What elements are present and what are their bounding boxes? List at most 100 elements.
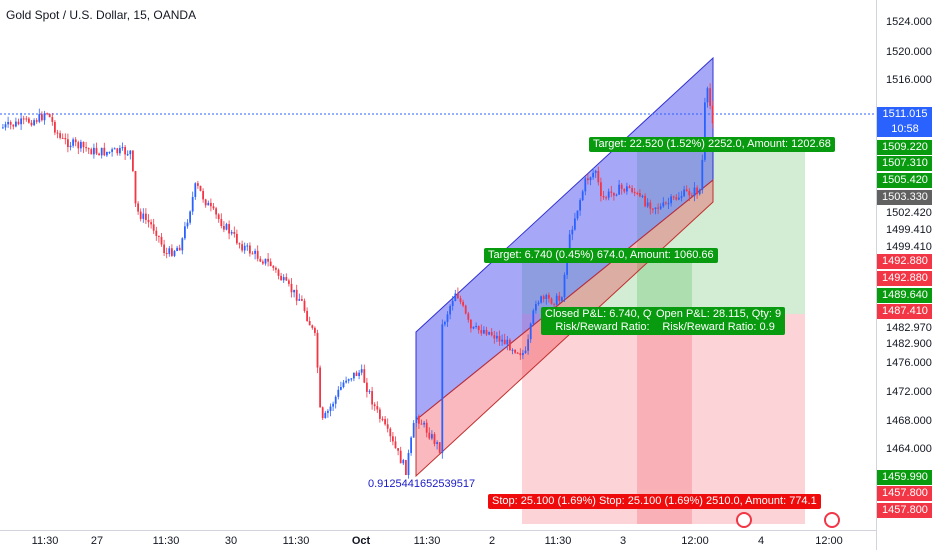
candle-body [384,419,386,425]
candle-body [282,277,285,281]
candle-body [438,442,441,453]
candle-body [412,423,415,438]
candle-body [389,428,392,437]
time-axis[interactable]: 11:30 27 11:30 30 11:30 Oct 11:30 2 11:3… [0,530,876,551]
candle-body [204,199,207,206]
candle-body [646,202,649,207]
candle-body [480,330,483,334]
event-badge-icon[interactable] [824,512,840,528]
candle-body [441,324,444,453]
time-tick: 2 [488,535,496,547]
candle-body [293,289,295,293]
candle-body [428,432,431,439]
candle-body [2,127,4,129]
candle-body [633,192,636,194]
candle-body [446,314,449,322]
candle-body [566,259,568,275]
candle-body [15,121,17,127]
open-rr-text: Risk/Reward Ratio: 0.9 [662,321,775,333]
candle-body [576,210,579,219]
price-chart[interactable] [0,0,876,530]
stop-price-label: 1457.800 [877,503,932,518]
candle-body [100,147,103,156]
candle-body [61,137,64,139]
candle-body [454,293,457,302]
candle-body [379,409,381,419]
candle-body [7,121,9,125]
stop-price-label: 1487.410 [877,304,932,319]
price-axis[interactable]: 1524.000 1520.000 1516.000 1502.420 1499… [876,0,932,550]
candle-body [207,202,210,206]
target-price-label: 1505.420 [877,173,932,188]
candle-body [496,335,498,339]
candle-body [108,151,111,153]
candle-body [301,299,303,301]
event-badge-icon[interactable] [736,512,752,528]
candle-body [280,275,282,281]
candle-body [345,380,347,383]
candle-body [236,233,238,244]
candle-body [210,202,212,207]
fib-value-label: 0.9125441652539517 [368,478,476,490]
candle-body [597,170,600,183]
symbol-title[interactable]: Gold Spot / U.S. Dollar, 15, OANDA [6,8,197,22]
candle-body [12,124,15,127]
candle-body [405,459,407,475]
candle-body [220,219,223,227]
candle-body [259,258,262,262]
last-price-label: 1511.015 [877,107,932,122]
candle-body [241,244,243,251]
candle-body [529,323,532,340]
candle-body [275,267,277,270]
candle-body [82,141,85,148]
candle-body [288,280,290,284]
candle-body [324,412,327,419]
candle-body [639,193,641,197]
candle-body [449,306,451,315]
time-tick: 12:00 [815,535,843,547]
candle-body [72,139,74,146]
price-tick: 1516.000 [886,74,932,86]
candle-body [246,245,249,247]
candle-body [511,349,514,351]
candle-body [683,189,685,197]
candle-body [35,120,38,122]
stop-zone-1 [522,314,692,524]
candle-body [184,226,186,239]
candle-body [41,114,43,121]
chart-canvas[interactable]: Gold Spot / U.S. Dollar, 15, OANDA Targe… [0,0,876,530]
candle-body [579,200,581,211]
candle-body [475,325,477,327]
time-tick: 4 [757,535,765,547]
candle-body [605,197,607,199]
candle-body [641,195,644,197]
candle-body [477,325,480,331]
candle-body [269,261,272,267]
candle-body [373,404,376,407]
candle-body [613,192,615,196]
candle-body [311,325,314,328]
candle-body [542,296,545,299]
candle-body [152,224,155,231]
time-tick: 11:30 [544,535,572,547]
candle-body [667,203,670,205]
candle-body [332,403,334,407]
candle-body [90,149,93,155]
candle-body [56,132,59,134]
candle-body [223,226,225,230]
price-tick: 1482.970 [886,322,932,334]
target-zone-1 [522,254,692,314]
candle-body [618,184,620,195]
candle-body [470,319,472,329]
open-pl-box: Open P&L: 28.115, Qty: 9 Risk/Reward Rat… [652,307,786,335]
candle-body [553,303,555,305]
candle-body [381,418,384,420]
candle-body [493,335,496,339]
target-zone-2 [637,143,805,314]
candle-body [488,331,490,335]
candle-body [516,352,519,354]
candle-body [238,243,241,245]
time-tick: 11:30 [282,535,310,547]
candle-body [340,387,342,390]
candle-body [119,148,121,154]
